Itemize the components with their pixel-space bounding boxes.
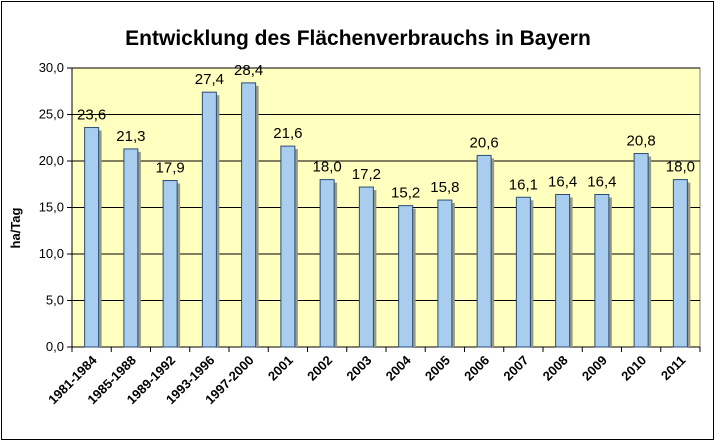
y-tick-label: 25,0 — [39, 107, 64, 122]
data-label: 16,4 — [587, 173, 616, 190]
y-tick-label: 10,0 — [39, 246, 64, 261]
x-tick-label: 2004 — [383, 352, 415, 384]
bar — [437, 199, 453, 348]
data-label: 16,1 — [509, 176, 538, 193]
y-tick-label: 0,0 — [46, 339, 64, 354]
data-label: 23,6 — [77, 107, 106, 124]
data-label: 18,0 — [666, 159, 695, 176]
data-label: 15,8 — [430, 179, 459, 196]
data-label: 15,2 — [391, 185, 420, 202]
chart-title: Entwicklung des Flächenverbrauchs in Bay… — [125, 27, 591, 50]
x-tick-label: 2002 — [304, 353, 335, 384]
data-label: 20,6 — [470, 134, 499, 151]
data-label: 27,4 — [195, 71, 224, 88]
y-tick-label: 20,0 — [39, 153, 64, 168]
x-tick-label: 2010 — [618, 353, 649, 384]
data-label: 18,0 — [313, 159, 342, 176]
bar — [241, 82, 257, 348]
bar — [123, 148, 139, 348]
bar — [672, 179, 688, 348]
y-tick-label: 5,0 — [46, 293, 64, 308]
x-tick-label: 2011 — [658, 353, 689, 384]
x-tick-label: 2009 — [579, 353, 610, 384]
x-tick-label: 2007 — [500, 353, 531, 384]
bar — [515, 196, 531, 348]
y-axis-label: ha/Tag — [8, 207, 23, 248]
x-tick-label: 2006 — [461, 353, 492, 384]
bar — [633, 153, 649, 348]
bar — [162, 180, 178, 348]
bar — [594, 193, 610, 348]
plot-area: 0,05,010,015,020,025,030,023,61981-19842… — [39, 60, 701, 407]
x-tick-label: 2008 — [540, 353, 571, 384]
x-tick-label: 2001 — [265, 353, 296, 384]
data-label: 20,8 — [627, 133, 656, 150]
bar — [280, 145, 296, 348]
bar — [319, 179, 335, 348]
data-label: 16,4 — [548, 173, 577, 190]
data-label: 21,6 — [273, 125, 302, 142]
x-tick-label: 2005 — [422, 353, 453, 384]
x-tick-label: 2003 — [343, 353, 374, 384]
data-label: 28,4 — [234, 62, 263, 79]
data-label: 17,9 — [156, 160, 185, 177]
data-label: 21,3 — [116, 128, 145, 145]
y-tick-label: 15,0 — [39, 200, 64, 215]
bar — [358, 186, 374, 348]
bar — [84, 127, 100, 348]
data-label: 17,2 — [352, 166, 381, 183]
bar — [398, 205, 414, 348]
bar — [555, 193, 571, 348]
bar — [201, 91, 217, 348]
y-tick-label: 30,0 — [39, 60, 64, 75]
bar — [476, 154, 492, 348]
